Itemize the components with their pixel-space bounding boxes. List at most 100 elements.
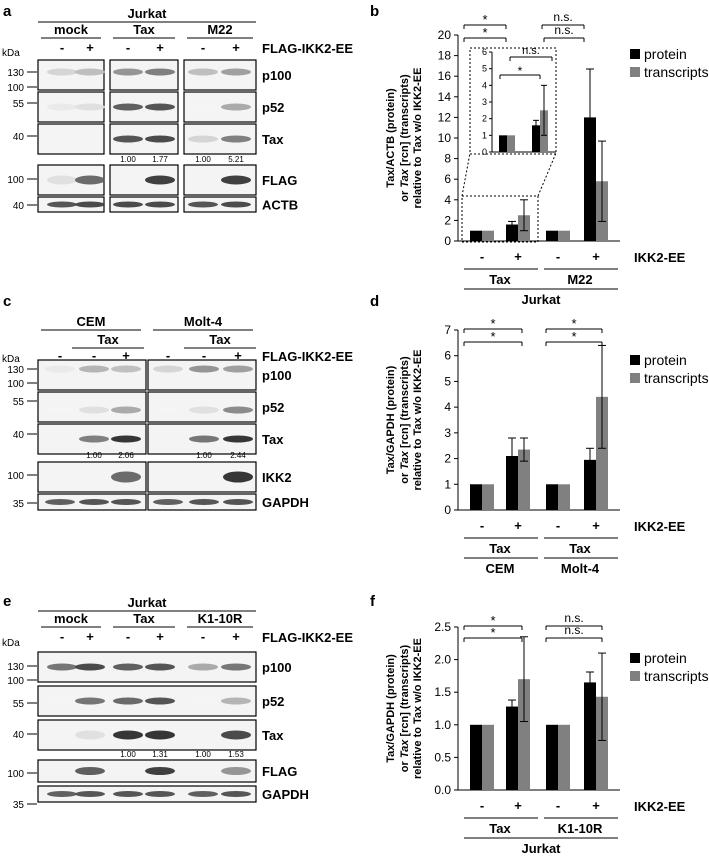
lane-sign: -: [58, 348, 62, 363]
band: [223, 365, 253, 373]
y-tick-label: 12: [438, 110, 452, 124]
y-axis-label: Tax/ACTB (protein): [385, 88, 397, 188]
group-label: mock: [54, 22, 89, 37]
blot-box: [109, 196, 179, 213]
bar-transcripts: [558, 724, 570, 790]
band: [145, 201, 175, 208]
group-label: Tax: [489, 541, 511, 556]
y-tick-label: 6: [444, 349, 451, 363]
bar-transcripts: [482, 724, 494, 790]
y-tick-label: 3: [444, 426, 451, 440]
lane-sign: -: [92, 348, 96, 363]
kda-label: kDa: [2, 48, 20, 59]
sub-group-label: Tax: [209, 332, 231, 347]
band: [188, 663, 218, 671]
band: [45, 406, 75, 414]
band: [113, 663, 143, 671]
bar-transcripts: [558, 230, 570, 241]
legend-swatch: [630, 671, 640, 681]
lane-sign: +: [232, 629, 240, 644]
kda-marker: 100: [7, 471, 24, 482]
bar-protein: [470, 484, 482, 510]
bar-protein: [506, 706, 518, 790]
band: [221, 201, 251, 208]
y-axis-label: Tax/GAPDH (protein): [385, 365, 397, 474]
lane-sign: -: [202, 348, 206, 363]
y-tick-label: 2: [444, 213, 451, 227]
band: [111, 499, 141, 505]
y-tick-label: 2.0: [434, 653, 451, 667]
y-axis-label: relative to Tax w/o IKK2-EE: [412, 638, 424, 779]
bar-protein: [470, 724, 482, 790]
blot-box: [37, 123, 105, 155]
y-tick-label: 5: [444, 374, 451, 388]
band: [111, 435, 141, 443]
legend-swatch: [630, 653, 640, 663]
band: [145, 791, 175, 797]
y-axis-label: or Tax [rcn] (transcripts): [399, 356, 411, 484]
sig-label: *: [490, 625, 495, 640]
band-label: ACTB: [262, 198, 298, 213]
zoom-connector: [537, 152, 557, 197]
band: [113, 103, 143, 111]
blot-e: Jurkat mock Tax K1-10R - + - + - + FLAG-IKK2-EE kDa…: [2, 595, 353, 811]
y-tick-label: 0: [444, 234, 451, 248]
kda-label: kDa: [2, 638, 20, 649]
blot-box: [147, 359, 257, 391]
kda-marker: 55: [13, 99, 25, 110]
band: [113, 135, 143, 143]
band-label: p52: [262, 100, 284, 115]
bar-transcripts: [518, 449, 530, 510]
band-label: GAPDH: [262, 495, 309, 510]
band: [111, 365, 141, 373]
lane-sign: +: [86, 40, 94, 55]
y-tick-label: 14: [438, 90, 452, 104]
bar-protein: [584, 459, 596, 510]
band: [113, 201, 143, 208]
blot-box: [109, 59, 179, 91]
sig-label: n.s.: [564, 623, 583, 637]
band: [111, 471, 141, 483]
band: [223, 499, 253, 505]
band: [188, 697, 218, 705]
band: [75, 201, 105, 208]
band: [47, 201, 77, 208]
y-tick-label: 0: [444, 503, 451, 517]
bar-transcripts: [482, 484, 494, 510]
kda-marker: 40: [13, 132, 25, 143]
cell-line-label: Jurkat: [521, 841, 561, 856]
band-label: Tax: [262, 432, 284, 447]
blot-box: [183, 196, 257, 213]
band: [75, 103, 105, 111]
bar-transcripts: [596, 696, 608, 790]
band: [221, 697, 251, 705]
legend-swatch: [630, 67, 640, 77]
band: [153, 406, 183, 414]
treatment-sign: -: [556, 518, 560, 533]
band: [75, 791, 105, 797]
band: [189, 499, 219, 505]
band-label: IKK2: [262, 470, 292, 485]
inset-bar-protein: [499, 135, 507, 152]
bar-protein: [506, 456, 518, 510]
band-label: FLAG: [262, 173, 297, 188]
treatment-sign: -: [480, 798, 484, 813]
treatment-sign: -: [480, 249, 484, 264]
quant-value: 2.06: [118, 451, 134, 460]
band: [79, 499, 109, 505]
panel-letter-b: b: [370, 3, 379, 20]
band: [145, 175, 175, 185]
bar-protein: [584, 117, 596, 241]
blot-box: [183, 59, 257, 91]
band: [47, 175, 77, 185]
band: [188, 68, 218, 76]
lane-sign: +: [156, 629, 164, 644]
bar-protein: [546, 484, 558, 510]
kda-marker: 40: [13, 430, 25, 441]
treatment-label: FLAG-IKK2-EE: [262, 630, 353, 645]
band: [189, 435, 219, 443]
band: [75, 767, 105, 775]
legend-label: protein: [644, 650, 687, 666]
panel-letter-a: a: [3, 3, 12, 20]
